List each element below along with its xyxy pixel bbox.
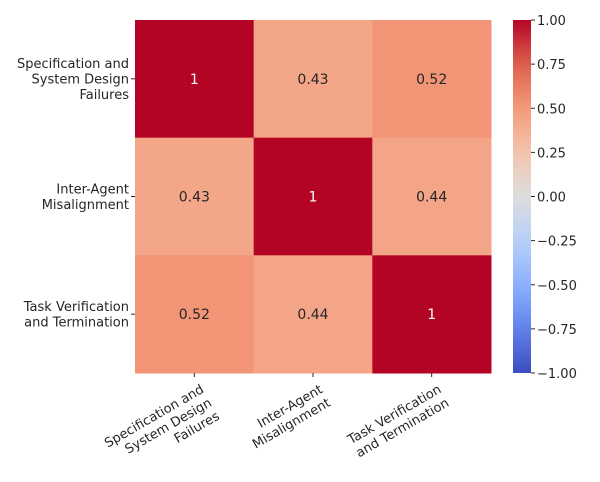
cell-annotation: 1 (190, 72, 199, 88)
heatmap-cell (135, 137, 255, 256)
colorbar (513, 20, 531, 373)
heatmap-cell (135, 20, 255, 139)
colorbar-tick-label: 0.25 (537, 146, 566, 161)
heatmap-cell (253, 20, 373, 139)
heatmap-cell (135, 255, 255, 374)
colorbar-tick-label: −0.25 (537, 235, 577, 250)
cell-annotation: 0.52 (179, 307, 210, 323)
row-label: System Design (32, 72, 130, 87)
colorbar-tick-label: −1.00 (537, 367, 577, 382)
cell-annotation: 1 (309, 190, 318, 206)
colorbar-tick-label: −0.50 (537, 279, 577, 294)
colorbar-tick-label: 0.75 (537, 58, 566, 73)
cell-annotation: 0.52 (416, 72, 447, 88)
row-label: Failures (79, 88, 129, 103)
row-label: Specification and (17, 57, 129, 72)
cell-annotation: 0.43 (297, 72, 328, 88)
cell-annotation: 1 (427, 307, 436, 323)
colorbar-tick-label: −0.75 (537, 323, 577, 338)
heatmap-cell (372, 137, 492, 256)
colorbar-tick-label: 0.50 (537, 102, 566, 117)
row-label: Misalignment (42, 198, 129, 213)
heatmap-cell (372, 20, 492, 139)
heatmap-cell (253, 137, 373, 256)
row-label: Inter-Agent (56, 182, 129, 197)
cell-annotation: 0.43 (179, 190, 210, 206)
row-label: and Termination (24, 315, 129, 330)
cell-annotation: 0.44 (297, 307, 328, 323)
colorbar-tick-label: 0.00 (537, 191, 566, 206)
row-label: Task Verification (23, 300, 129, 315)
heatmap-cell (253, 255, 373, 374)
colorbar-tick-label: 1.00 (537, 14, 566, 29)
heatmap-cell (372, 255, 492, 374)
cell-annotation: 0.44 (416, 190, 447, 206)
